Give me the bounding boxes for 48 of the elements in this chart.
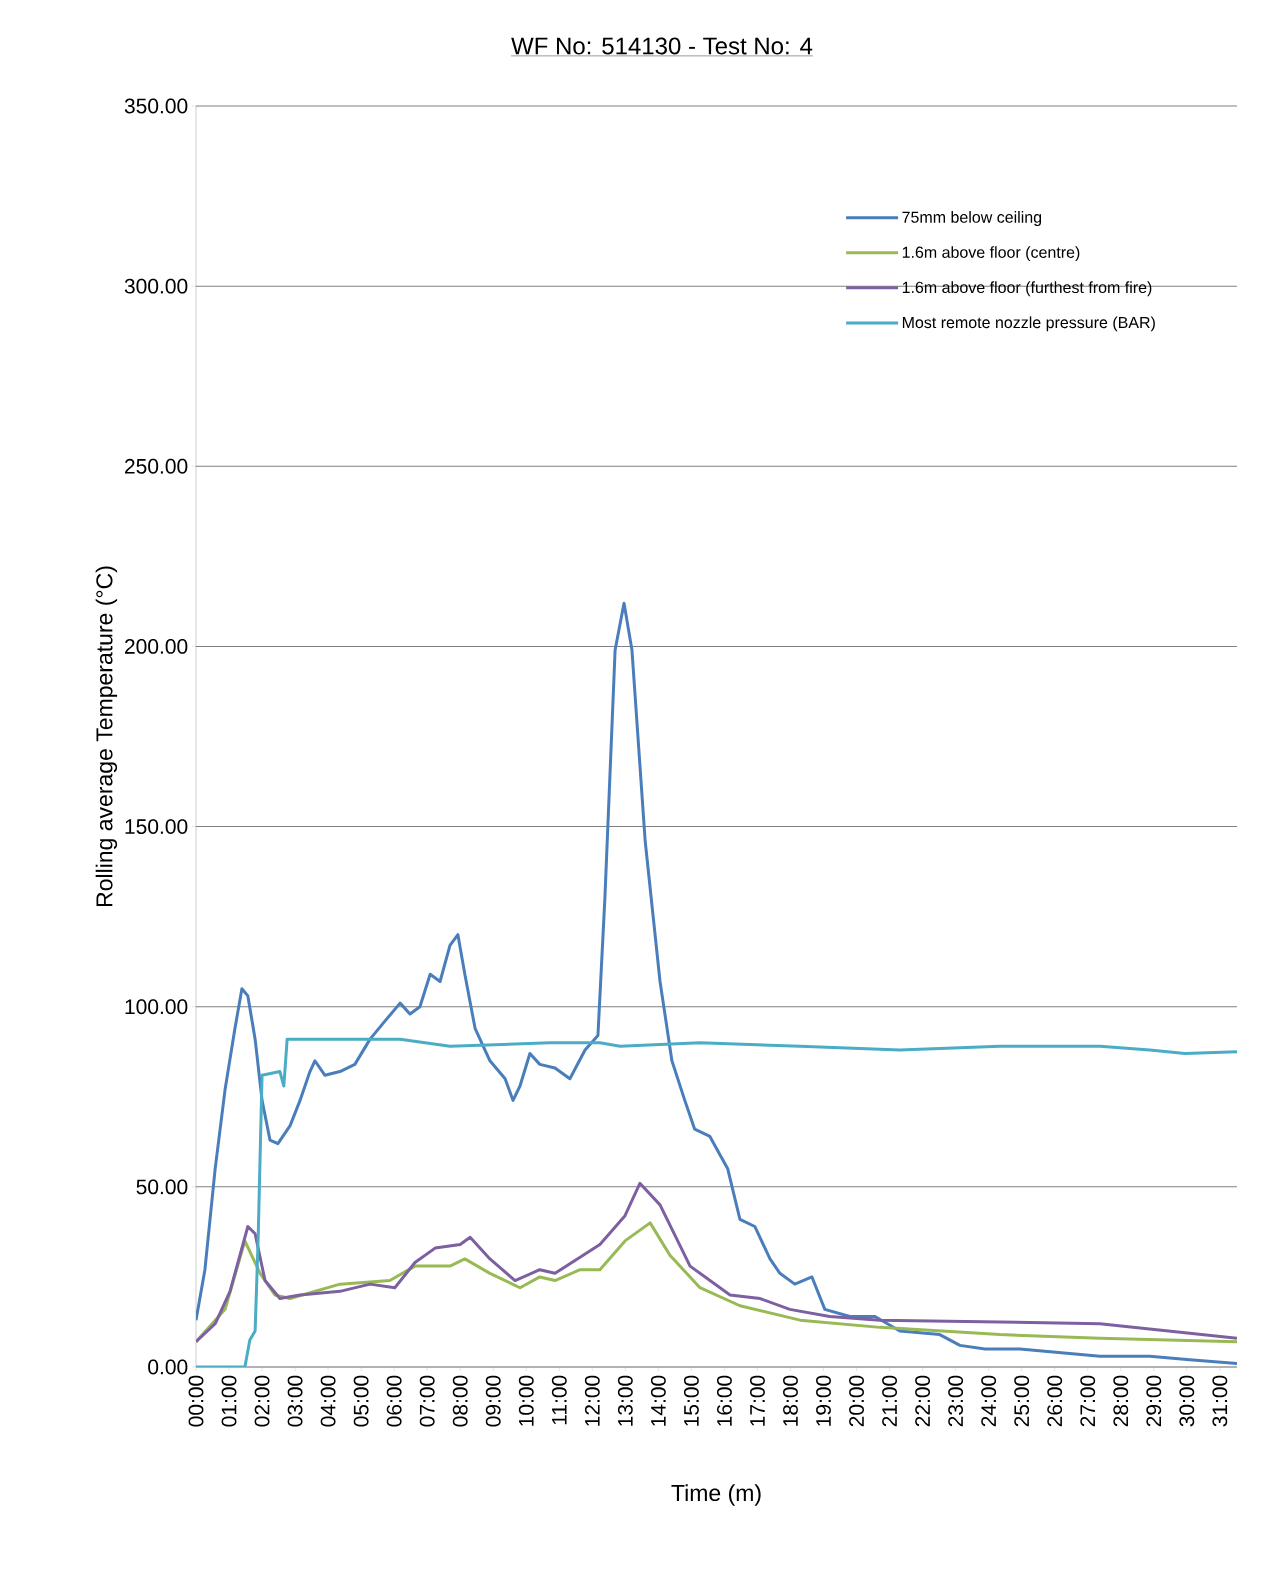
y-tick-label: 200.00 (125, 639, 188, 654)
x-tick-label: 17:00 (750, 1375, 765, 1426)
x-tick-label: 22:00 (915, 1375, 931, 1427)
x-tick-label: 11:00 (551, 1375, 567, 1425)
chart-title: WF No: 514130 - Test No: 4 (511, 37, 813, 55)
y-tick-label: 300.00 (124, 278, 188, 294)
x-tick-label: 20:00 (849, 1375, 864, 1427)
line-series (196, 1181, 1237, 1344)
x-tick-label: 03:00 (287, 1375, 303, 1427)
x-tick-label: 02:00 (254, 1375, 270, 1427)
x-tick-label: 16:00 (716, 1375, 732, 1426)
x-tick-label: 21:00 (882, 1375, 897, 1427)
x-axis-title: Time (m) (671, 1484, 761, 1506)
x-tick-label: 09:00 (485, 1375, 501, 1427)
x-tick-label: 25:00 (1014, 1375, 1030, 1427)
x-tick-label: 28:00 (1113, 1375, 1129, 1427)
x-tick-label: 19:00 (816, 1375, 831, 1426)
x-tick-label: 30:00 (1179, 1375, 1195, 1427)
x-tick-label: 04:00 (320, 1375, 336, 1427)
x-tick-label: 06:00 (386, 1375, 402, 1427)
legend-label: 1.6m above floor (centre) (902, 246, 1080, 262)
y-axis-title: Rolling average Temperature (°C) (95, 566, 118, 907)
x-tick-label: 24:00 (981, 1375, 997, 1427)
x-tick-label: 14:00 (650, 1375, 666, 1426)
x-tick-label: 29:00 (1146, 1375, 1162, 1427)
x-tick-label: 12:00 (584, 1375, 600, 1426)
x-tick-label: 18:00 (783, 1375, 798, 1426)
x-tick-label: 15:00 (683, 1375, 699, 1426)
x-tick-label: 05:00 (353, 1375, 369, 1427)
x-tick-label: 00:00 (188, 1375, 204, 1427)
x-tick-label: 23:00 (948, 1375, 964, 1427)
x-tick-label: 01:00 (221, 1375, 237, 1427)
legend-label: 1.6m above floor (furthest from fire) (902, 281, 1152, 297)
x-tick-label: 07:00 (419, 1375, 435, 1427)
x-tick-label: 27:00 (1080, 1375, 1096, 1427)
y-tick-label: 50.00 (136, 1179, 188, 1195)
y-tick-label: 150.00 (125, 819, 188, 835)
y-tick-label: 350.00 (124, 98, 188, 114)
y-tick-label: 0.00 (148, 1359, 188, 1375)
legend-label: Most remote nozzle pressure (BAR) (902, 316, 1155, 332)
x-tick-label: 31:00 (1212, 1375, 1228, 1427)
y-tick-label: 100.00 (125, 999, 188, 1015)
y-tick-label: 250.00 (125, 458, 188, 474)
x-tick-label: 13:00 (617, 1375, 633, 1426)
x-tick-label: 26:00 (1047, 1375, 1063, 1427)
x-tick-label: 08:00 (452, 1375, 468, 1427)
x-tick-label: 10:00 (518, 1375, 534, 1426)
legend-label: 75mm below ceiling (902, 211, 1042, 227)
